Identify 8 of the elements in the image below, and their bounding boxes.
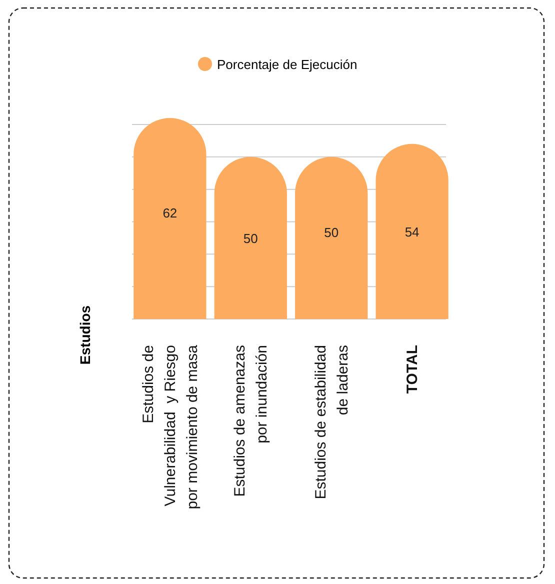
data-label: 50 [324,224,339,240]
data-label: 62 [162,206,178,220]
x-tick-label: TOTAL [404,345,422,394]
data-label: 50 [243,230,258,246]
data-label: 54 [404,224,420,240]
y-axis-title: Estudios [77,305,93,365]
x-tick-label: Estudios de Vulnerabilidad y Riesgo por movimiento de masa [140,344,201,510]
legend-label: Porcentaje de Ejecución [217,57,358,72]
